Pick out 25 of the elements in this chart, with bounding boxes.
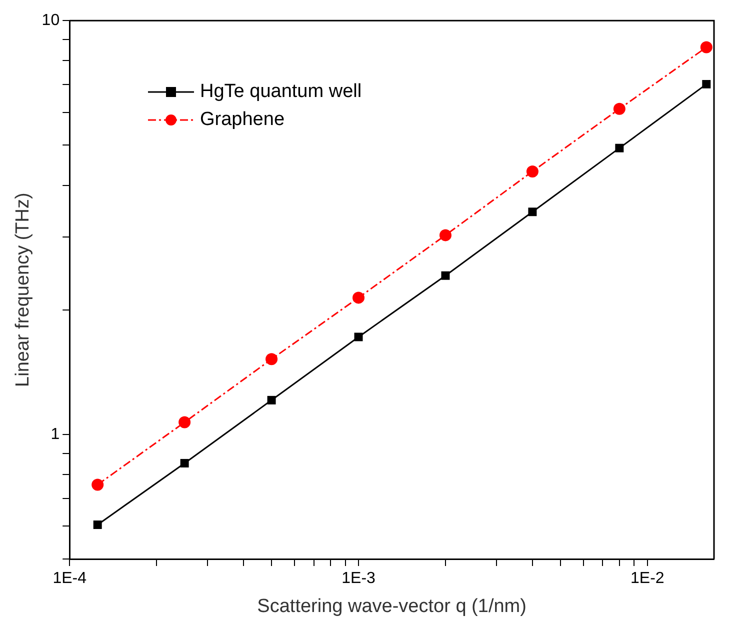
y-tick-label: 10: [42, 12, 60, 30]
legend-label: HgTe quantum well: [200, 80, 362, 104]
point: [354, 332, 363, 342]
point: [439, 229, 452, 242]
y-tick-label: 1: [50, 426, 60, 443]
point: [441, 271, 450, 280]
point: [352, 292, 365, 304]
point: [93, 520, 102, 529]
point: [526, 165, 538, 178]
point: [702, 80, 711, 88]
point: [528, 208, 537, 216]
x-tick-label: 1E-4: [52, 570, 87, 588]
x-axis-title: Scattering wave-vector q (1/nm): [257, 596, 526, 617]
y-axis-title: Linear frequency (THz): [12, 192, 34, 387]
point: [613, 102, 626, 115]
point: [180, 458, 189, 468]
x-tick-label: 1E-2: [630, 570, 664, 588]
point: [266, 353, 278, 366]
x-tick-label: 1E-3: [342, 570, 376, 588]
legend-label: Graphene: [200, 108, 285, 132]
point: [615, 144, 624, 152]
point: [178, 416, 191, 428]
point: [700, 41, 712, 54]
point: [92, 478, 104, 491]
point: [267, 396, 276, 404]
